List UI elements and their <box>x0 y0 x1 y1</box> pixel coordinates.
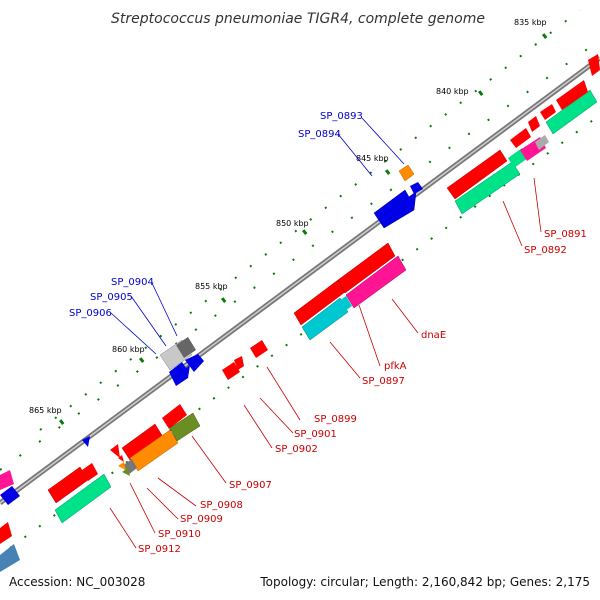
accession-text: Accession: NC_003028 <box>9 575 145 589</box>
gene-label[interactable]: pfkA <box>384 361 407 372</box>
tick-mark <box>541 33 548 39</box>
gene-label[interactable]: SP_0899 <box>314 414 357 425</box>
gene-arrow[interactable] <box>250 340 268 358</box>
gene-label[interactable]: SP_0904 <box>111 277 154 288</box>
gene-label[interactable]: SP_0894 <box>298 129 341 140</box>
gene-label[interactable]: SP_0909 <box>180 514 223 525</box>
gene-label[interactable]: SP_0891 <box>544 229 587 240</box>
map-title: Streptococcus pneumoniae TIGR4, complete… <box>111 11 485 27</box>
reverse-labels: SP_0891 SP_0892 dnaE pfkA SP_0897 SP_089… <box>138 229 587 555</box>
gene-arrow[interactable] <box>234 356 244 370</box>
gene-label[interactable]: SP_0892 <box>524 245 567 256</box>
gene-arrow[interactable] <box>326 296 352 320</box>
gene-arrow[interactable] <box>169 412 201 442</box>
gene-arrow[interactable] <box>540 104 556 120</box>
minor-ticks <box>39 9 581 431</box>
gene-arrow[interactable] <box>185 354 204 372</box>
gene-label[interactable]: SP_0908 <box>200 500 243 511</box>
gene-arrow[interactable] <box>345 255 407 309</box>
gene-label[interactable]: dnaE <box>421 330 446 341</box>
genome-stats-text: Topology: circular; Length: 2,160,842 bp… <box>259 575 590 589</box>
tick-mark <box>384 169 391 175</box>
gene-arrow[interactable] <box>0 486 20 505</box>
gene-label[interactable]: SP_0910 <box>158 529 201 540</box>
major-ticks: 835 kbp 840 kbp 845 kbp 850 kbp 855 kbp … <box>29 18 548 425</box>
gene-arrow[interactable] <box>222 362 240 380</box>
gene-arrow[interactable] <box>0 544 20 572</box>
tick-label: 850 kbp <box>276 219 309 228</box>
forward-genes <box>0 54 600 505</box>
gene-label[interactable]: SP_0893 <box>320 111 363 122</box>
gene-arrow[interactable] <box>162 404 187 429</box>
gene-arrow[interactable] <box>169 362 190 386</box>
gene-label[interactable]: SP_0901 <box>294 429 337 440</box>
reverse-leaders <box>109 177 542 549</box>
gene-arrow[interactable] <box>118 462 126 470</box>
gene-arrow[interactable] <box>398 164 415 182</box>
forward-leaders <box>110 117 405 355</box>
gene-arrow[interactable] <box>54 473 112 524</box>
gene-arrow[interactable] <box>454 161 521 215</box>
gene-arrow[interactable] <box>118 455 124 462</box>
tick-mark <box>58 419 65 425</box>
gene-arrow[interactable] <box>556 80 588 110</box>
tick-label: 840 kbp <box>436 87 469 96</box>
gene-arrow[interactable] <box>446 149 508 200</box>
tick-track <box>0 9 600 549</box>
tick-label: 845 kbp <box>356 154 389 163</box>
gene-arrow[interactable] <box>535 135 549 150</box>
gene-arrow[interactable] <box>373 189 417 229</box>
gene-arrow[interactable] <box>122 468 130 476</box>
gene-label[interactable]: SP_0902 <box>275 444 318 455</box>
gene-arrow[interactable] <box>0 522 12 544</box>
gene-arrow[interactable] <box>337 242 396 294</box>
forward-labels: SP_0893 SP_0894 SP_0904 SP_0905 SP_0906 <box>69 111 363 319</box>
gene-arrow[interactable] <box>0 470 14 490</box>
gene-arrow[interactable] <box>176 337 196 358</box>
tick-label: 860 kbp <box>112 345 145 354</box>
backbone-highlight <box>0 57 600 504</box>
tick-label: 865 kbp <box>29 406 62 415</box>
tick-label: 855 kbp <box>195 282 228 291</box>
gene-arrow[interactable] <box>528 116 540 132</box>
gene-arrow[interactable] <box>410 182 423 194</box>
tick-mark <box>138 357 145 363</box>
minor-ticks-inner <box>0 39 600 471</box>
gene-arrow[interactable] <box>510 128 531 148</box>
tick-mark <box>477 90 484 96</box>
gene-arrow[interactable] <box>588 54 600 76</box>
gene-label[interactable]: SP_0907 <box>229 480 272 491</box>
reverse-genes <box>0 80 598 572</box>
gene-arrow[interactable] <box>110 444 120 458</box>
gene-label[interactable]: SP_0897 <box>362 376 405 387</box>
gene-arrow[interactable] <box>82 463 98 481</box>
tick-mark <box>220 297 227 303</box>
gene-arrow[interactable] <box>82 436 90 447</box>
gene-label[interactable]: SP_0912 <box>138 544 181 555</box>
tick-label: 835 kbp <box>514 18 547 27</box>
tick-mark <box>301 229 308 235</box>
gene-label[interactable]: SP_0906 <box>69 308 112 319</box>
gene-label[interactable]: SP_0905 <box>90 292 133 303</box>
